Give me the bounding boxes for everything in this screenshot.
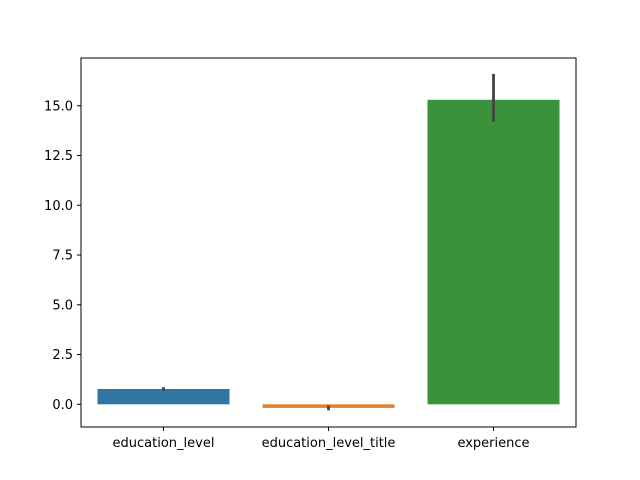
bar-2 [427,99,560,405]
y-tick-label-2: 5.0 [52,298,73,313]
y-tick-label-5: 12.5 [44,149,73,164]
axes: 0.0 2.5 5.0 7.5 10.0 12.5 15.0 education_level e… [44,57,577,451]
x-tick-label-2: experience [457,436,529,451]
x-tick-label-0: education_level [113,436,215,451]
plot-area [97,73,560,411]
y-tick-label-3: 7.5 [52,249,73,264]
x-tick-label-1: education_level_title [262,436,396,451]
bar-0 [97,388,230,405]
y-tick-label-6: 15.0 [44,99,73,114]
y-tick-label-0: 0.0 [52,398,73,413]
y-tick-label-4: 10.0 [44,199,73,214]
y-tick-label-1: 2.5 [52,348,73,363]
